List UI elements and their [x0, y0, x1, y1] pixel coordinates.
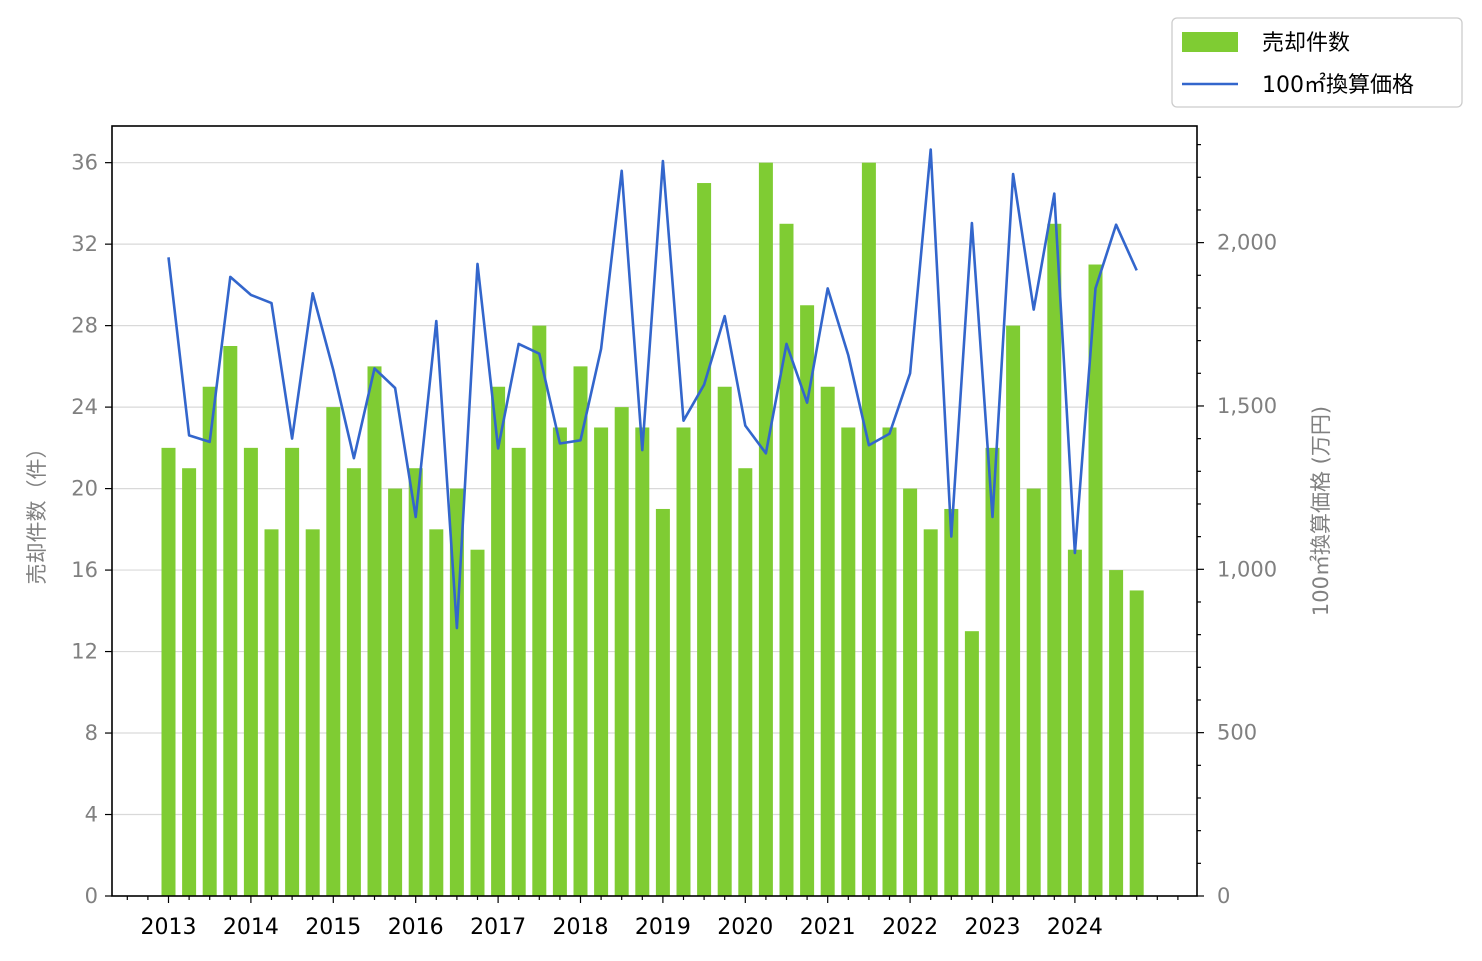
y-axis-right-label: 100㎡換算価格 (万円) [1309, 406, 1333, 616]
bar [1047, 223, 1062, 896]
bar [388, 488, 403, 896]
y-left-tick-label: 8 [85, 721, 98, 745]
bar [758, 162, 773, 896]
x-axis: 2013 2014 2015 2016 2017 2018 2019 2020 2021 2022… [126, 896, 1179, 940]
bar [1088, 264, 1103, 896]
y-left-tick-label: 12 [71, 640, 98, 664]
bar [779, 223, 794, 896]
bar [182, 468, 197, 896]
x-tick-label: 2019 [635, 915, 691, 940]
bar [470, 549, 485, 896]
bar [491, 386, 506, 896]
x-tick-label: 2017 [470, 915, 526, 940]
bar [1109, 570, 1124, 896]
bar [511, 447, 526, 896]
bar [820, 386, 835, 896]
plot-frame [111, 125, 1198, 897]
bar [964, 631, 979, 896]
y-left-tick-label: 32 [71, 232, 98, 256]
y-axis-left-label: 売却件数（件） [25, 438, 49, 585]
bar [882, 427, 897, 896]
bar [717, 386, 732, 896]
bar [841, 427, 856, 896]
bar [367, 366, 382, 896]
bar [800, 305, 815, 896]
x-tick-label: 2018 [553, 915, 609, 940]
bar [326, 407, 341, 896]
bar [594, 427, 609, 896]
bar [573, 366, 588, 896]
bar [202, 386, 217, 896]
y-left-tick-label: 16 [71, 558, 98, 582]
y-right-tick-label: 0 [1217, 884, 1230, 908]
bar [223, 346, 238, 896]
y-left-tick-label: 36 [71, 151, 98, 175]
y-right-tick-label: 500 [1217, 721, 1257, 745]
bar [1006, 325, 1021, 896]
bar [676, 427, 691, 896]
bar [614, 407, 629, 896]
bar [903, 488, 918, 896]
y-left-tick-label: 20 [71, 477, 98, 501]
y-right-tick-label: 1,000 [1217, 557, 1277, 581]
bar [697, 183, 712, 896]
bar [985, 447, 1000, 896]
y-axis-right: 0 500 1,000 1,500 2,000 [1197, 144, 1277, 908]
bar [1026, 488, 1041, 896]
bar [738, 468, 753, 896]
bar [532, 325, 547, 896]
bar [1067, 549, 1082, 896]
bar [552, 427, 567, 896]
x-tick-label: 2020 [717, 915, 773, 940]
bar [264, 529, 279, 896]
y-axis-left: 0 4 8 12 16 20 24 28 32 36 [71, 151, 112, 908]
x-tick-label: 2015 [305, 915, 361, 940]
x-tick-label: 2024 [1047, 915, 1103, 940]
bar [285, 447, 300, 896]
bar-series [161, 162, 1144, 896]
y-left-tick-label: 24 [71, 395, 98, 419]
bar [161, 447, 176, 896]
legend: 売却件数 100㎡換算価格 [1171, 17, 1463, 108]
x-tick-label: 2013 [141, 915, 197, 940]
x-tick-label: 2021 [800, 915, 856, 940]
bar [655, 508, 670, 896]
x-tick-label: 2014 [223, 915, 279, 940]
y-left-tick-label: 4 [85, 803, 98, 827]
bar [305, 529, 320, 896]
bar [408, 468, 423, 896]
line-series [167, 148, 1138, 630]
bar [429, 529, 444, 896]
y-left-tick-label: 0 [85, 884, 98, 908]
x-tick-label: 2016 [388, 915, 444, 940]
legend-line-label: 100㎡換算価格 [1262, 72, 1414, 98]
price-line [167, 148, 1138, 630]
y-right-tick-label: 1,500 [1217, 394, 1277, 418]
legend-bar-swatch [1182, 32, 1238, 52]
bar [944, 508, 959, 896]
bar [1129, 590, 1144, 896]
bar [635, 427, 650, 896]
bar [243, 447, 258, 896]
bar [923, 529, 938, 896]
x-tick-label: 2022 [882, 915, 938, 940]
bar [861, 162, 876, 896]
legend-bar-label: 売却件数 [1262, 31, 1350, 56]
y-left-tick-label: 28 [71, 314, 98, 338]
y-right-tick-label: 2,000 [1217, 231, 1277, 255]
x-tick-label: 2023 [965, 915, 1021, 940]
bar [346, 468, 361, 896]
legend-frame [1171, 17, 1463, 108]
